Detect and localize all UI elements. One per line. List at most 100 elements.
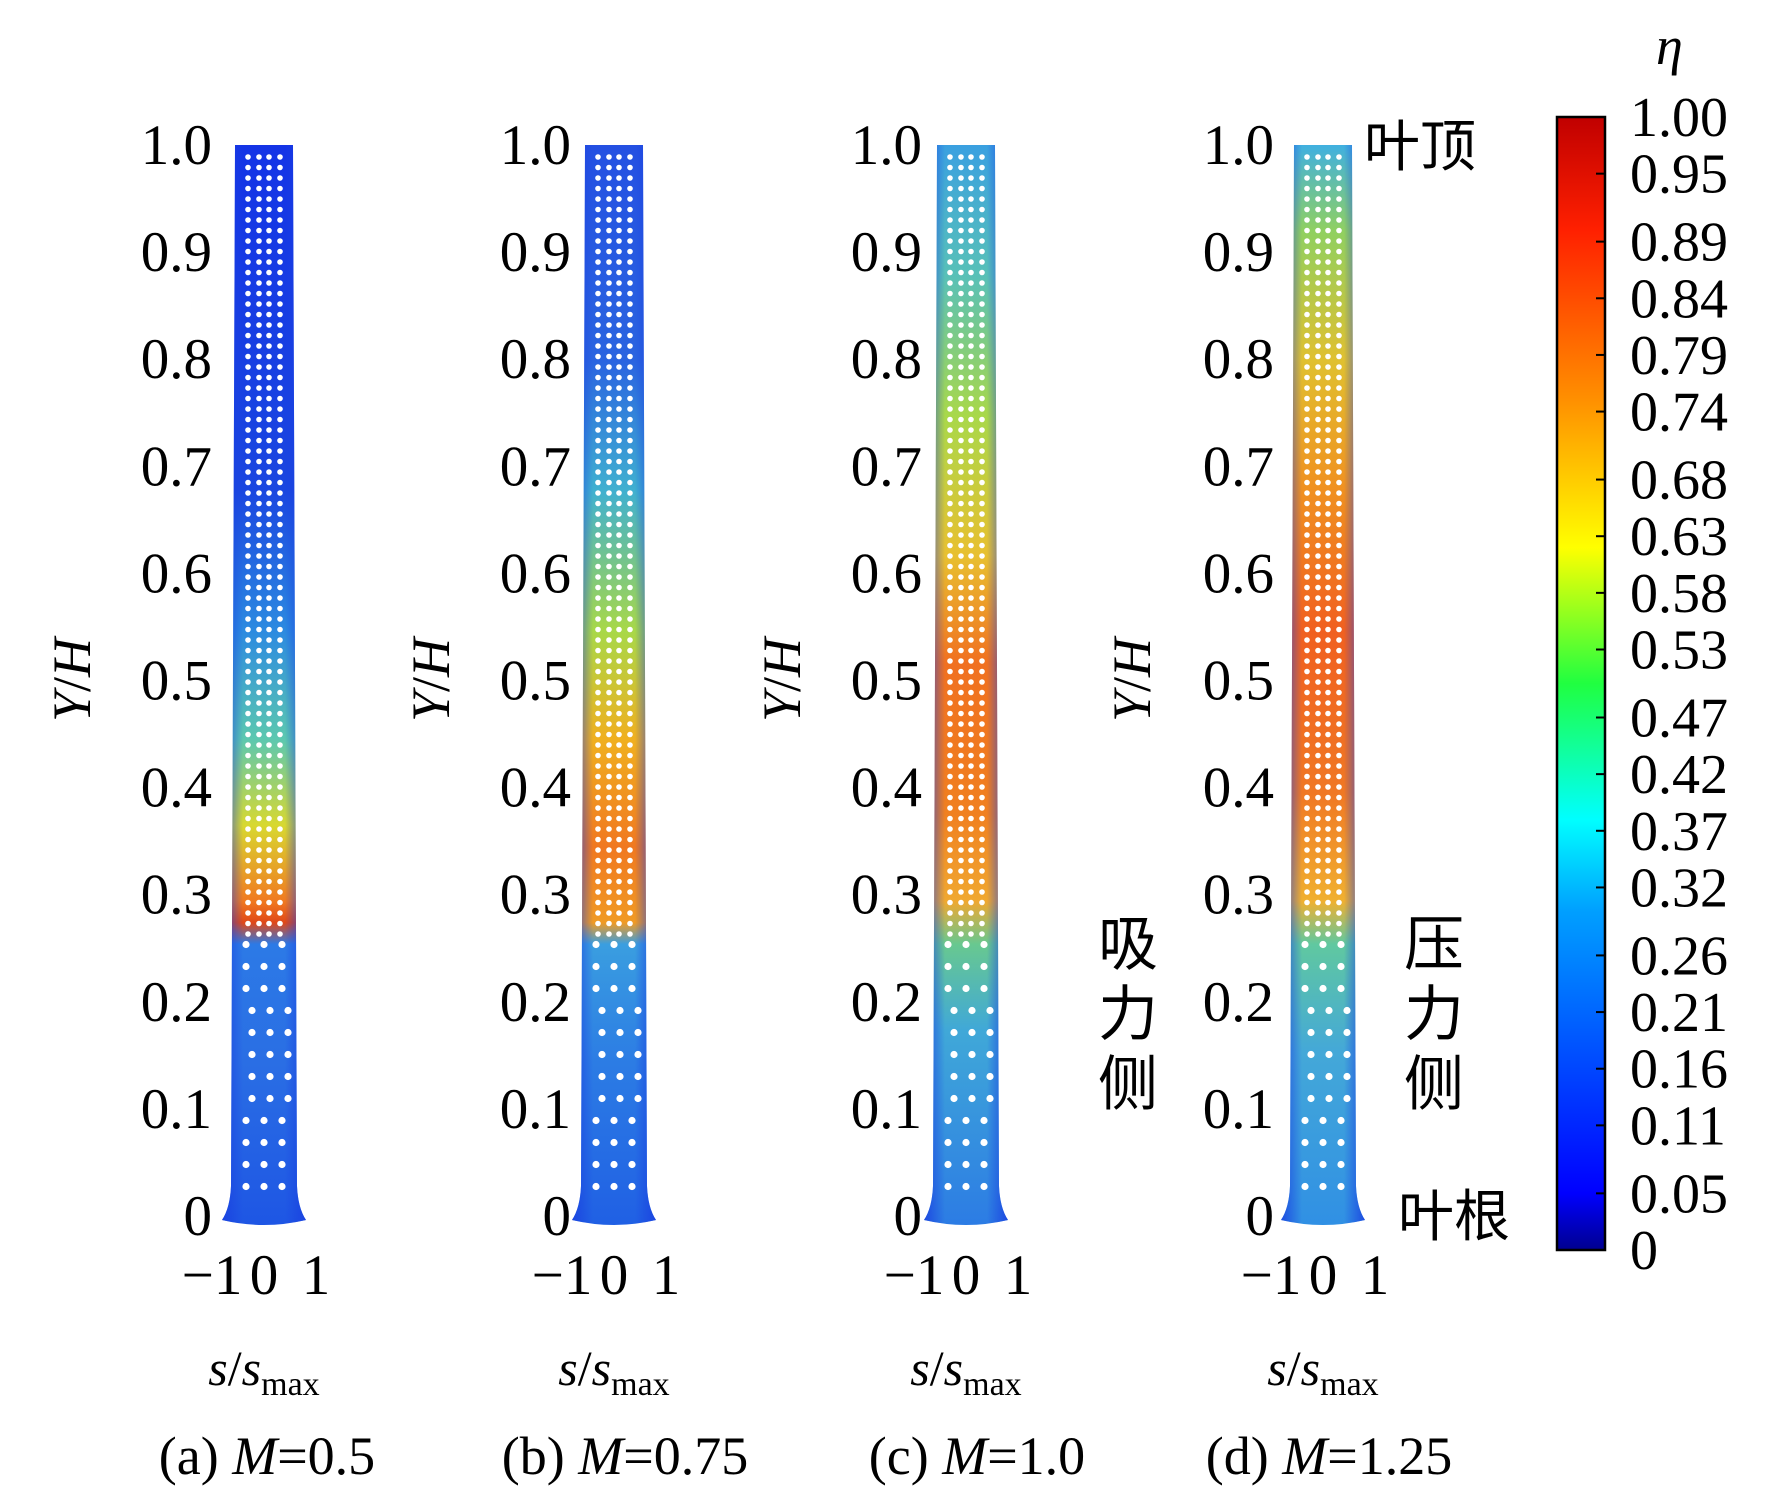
cooling-hole bbox=[1325, 479, 1331, 486]
cooling-hole bbox=[947, 248, 953, 255]
cooling-hole bbox=[256, 899, 262, 906]
cooling-hole bbox=[1315, 448, 1321, 454]
cooling-hole bbox=[266, 563, 272, 570]
cooling-hole bbox=[968, 805, 974, 811]
y-tick-label: 0.5 bbox=[141, 650, 212, 713]
cooling-hole bbox=[248, 1006, 256, 1015]
cooling-hole bbox=[968, 784, 974, 790]
cooling-hole bbox=[1315, 479, 1321, 486]
cooling-hole bbox=[958, 332, 964, 339]
cooling-hole bbox=[958, 217, 964, 223]
cooling-hole bbox=[958, 427, 964, 433]
colorbar-tick-label: 0.11 bbox=[1630, 1095, 1726, 1157]
cooling-hole bbox=[277, 752, 283, 759]
x-tick-label: −1 bbox=[532, 1244, 593, 1307]
cooling-hole bbox=[256, 500, 262, 507]
cooling-hole bbox=[947, 857, 953, 864]
cooling-hole bbox=[277, 878, 283, 885]
cooling-hole bbox=[627, 385, 633, 391]
cooling-hole bbox=[616, 878, 622, 885]
cooling-hole bbox=[266, 584, 272, 591]
cooling-hole bbox=[260, 1182, 268, 1191]
cooling-hole bbox=[1325, 626, 1331, 633]
cooling-hole bbox=[284, 1072, 292, 1081]
cooling-hole bbox=[1325, 731, 1331, 738]
cooling-hole bbox=[627, 805, 633, 811]
cooling-hole bbox=[595, 248, 601, 255]
cooling-hole bbox=[979, 868, 985, 874]
cooling-hole bbox=[256, 196, 262, 202]
cooling-hole bbox=[1301, 962, 1309, 971]
cooling-hole bbox=[245, 847, 251, 853]
cooling-hole bbox=[947, 500, 953, 507]
cooling-hole bbox=[1336, 416, 1342, 423]
cooling-hole bbox=[1315, 584, 1321, 591]
cooling-hole bbox=[256, 920, 262, 927]
cooling-hole bbox=[595, 395, 601, 402]
cooling-hole bbox=[1315, 385, 1321, 391]
cooling-hole bbox=[245, 752, 251, 759]
cooling-hole bbox=[1304, 658, 1310, 664]
cooling-hole bbox=[256, 647, 262, 654]
cooling-hole bbox=[958, 836, 964, 843]
cooling-hole bbox=[616, 343, 622, 349]
cooling-hole bbox=[242, 1116, 250, 1125]
cooling-hole bbox=[256, 511, 262, 517]
cooling-hole bbox=[616, 595, 622, 601]
cooling-hole bbox=[1325, 322, 1331, 328]
cooling-hole bbox=[595, 920, 601, 927]
cooling-hole bbox=[958, 164, 964, 171]
y-tick-label: 0.7 bbox=[141, 435, 212, 498]
cooling-hole bbox=[1325, 448, 1331, 454]
cooling-hole bbox=[616, 175, 622, 181]
cooling-hole bbox=[256, 154, 262, 160]
cooling-hole bbox=[968, 605, 974, 612]
cooling-hole bbox=[606, 259, 612, 265]
cooling-hole bbox=[627, 490, 633, 496]
cooling-hole bbox=[968, 899, 974, 906]
cooling-hole bbox=[595, 490, 601, 496]
cooling-hole bbox=[266, 889, 272, 895]
cooling-hole bbox=[606, 154, 612, 160]
cooling-hole bbox=[277, 332, 283, 339]
cooling-hole bbox=[968, 910, 974, 916]
cooling-hole bbox=[968, 395, 974, 402]
cooling-hole bbox=[947, 542, 953, 549]
cooling-hole bbox=[1325, 259, 1331, 265]
cooling-hole bbox=[256, 532, 262, 538]
cooling-hole bbox=[616, 206, 622, 213]
cooling-hole bbox=[944, 1182, 952, 1191]
cooling-hole bbox=[245, 269, 251, 276]
cooling-hole bbox=[245, 490, 251, 496]
cooling-hole bbox=[1325, 616, 1331, 622]
cooling-hole bbox=[277, 857, 283, 864]
cooling-hole bbox=[256, 427, 262, 433]
cooling-hole bbox=[958, 553, 964, 559]
cooling-hole bbox=[958, 784, 964, 790]
cooling-hole bbox=[1325, 206, 1331, 213]
cooling-hole bbox=[1325, 437, 1331, 444]
cooling-hole bbox=[627, 899, 633, 906]
cooling-hole bbox=[1304, 868, 1310, 874]
cooling-hole bbox=[1304, 301, 1310, 307]
colorbar bbox=[1555, 115, 1607, 1252]
cooling-hole bbox=[266, 259, 272, 265]
cooling-hole bbox=[1304, 553, 1310, 559]
cooling-hole bbox=[616, 626, 622, 633]
cooling-hole bbox=[266, 164, 272, 171]
cooling-hole bbox=[968, 490, 974, 496]
cooling-hole bbox=[968, 290, 974, 297]
cooling-hole bbox=[277, 427, 283, 433]
cooling-hole bbox=[627, 227, 633, 234]
y-axis-label-part: Y bbox=[401, 687, 461, 722]
cooling-hole bbox=[1304, 742, 1310, 748]
cooling-hole bbox=[979, 605, 985, 612]
cooling-hole bbox=[1315, 626, 1321, 633]
cooling-hole bbox=[616, 857, 622, 864]
y-tick-label: 1.0 bbox=[500, 114, 571, 177]
cooling-hole bbox=[616, 710, 622, 717]
y-axis-label-part: / bbox=[401, 677, 461, 692]
cooling-hole bbox=[595, 605, 601, 612]
cooling-hole bbox=[1304, 332, 1310, 339]
cooling-hole bbox=[616, 605, 622, 612]
